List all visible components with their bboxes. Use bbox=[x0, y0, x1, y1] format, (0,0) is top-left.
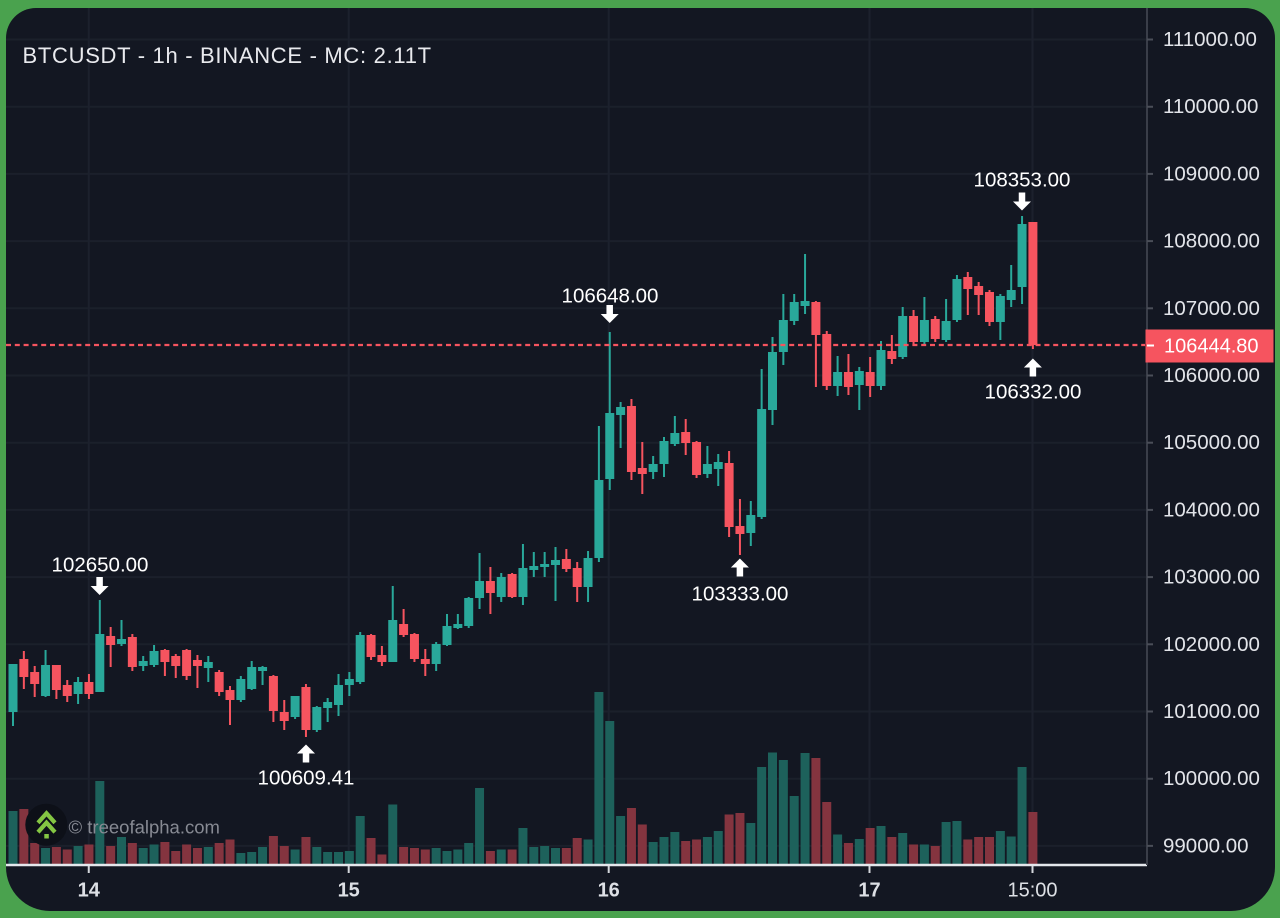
svg-text:100000.00: 100000.00 bbox=[1163, 767, 1260, 790]
svg-text:101000.00: 101000.00 bbox=[1163, 700, 1260, 723]
svg-text:15:00: 15:00 bbox=[1007, 880, 1057, 902]
svg-text:109000.00: 109000.00 bbox=[1163, 162, 1260, 185]
svg-text:BTCUSDT - 1h - BINANCE - MC: 2: BTCUSDT - 1h - BINANCE - MC: 2.11T bbox=[23, 43, 432, 68]
svg-text:103333.00: 103333.00 bbox=[692, 583, 789, 606]
svg-text:107000.00: 107000.00 bbox=[1163, 297, 1260, 320]
svg-text:© treeofalpha.com: © treeofalpha.com bbox=[69, 817, 220, 838]
svg-text:99000.00: 99000.00 bbox=[1163, 834, 1249, 857]
svg-text:108353.00: 108353.00 bbox=[974, 169, 1071, 192]
svg-text:106000.00: 106000.00 bbox=[1163, 364, 1260, 387]
svg-text:102000.00: 102000.00 bbox=[1163, 633, 1260, 656]
svg-text:110000.00: 110000.00 bbox=[1163, 95, 1258, 118]
svg-text:104000.00: 104000.00 bbox=[1163, 498, 1260, 521]
svg-text:16: 16 bbox=[598, 880, 620, 902]
svg-text:102650.00: 102650.00 bbox=[52, 554, 149, 577]
svg-text:106648.00: 106648.00 bbox=[562, 285, 659, 308]
svg-text:106332.00: 106332.00 bbox=[985, 381, 1082, 404]
svg-text:105000.00: 105000.00 bbox=[1163, 431, 1260, 454]
svg-text:100609.41: 100609.41 bbox=[258, 767, 355, 790]
svg-text:17: 17 bbox=[858, 880, 880, 902]
svg-text:111000.00: 111000.00 bbox=[1163, 28, 1257, 51]
svg-text:106444.80: 106444.80 bbox=[1164, 336, 1259, 358]
svg-text:14: 14 bbox=[78, 880, 101, 902]
svg-text:108000.00: 108000.00 bbox=[1163, 230, 1260, 253]
svg-text:103000.00: 103000.00 bbox=[1163, 566, 1260, 589]
svg-text:15: 15 bbox=[338, 880, 360, 902]
